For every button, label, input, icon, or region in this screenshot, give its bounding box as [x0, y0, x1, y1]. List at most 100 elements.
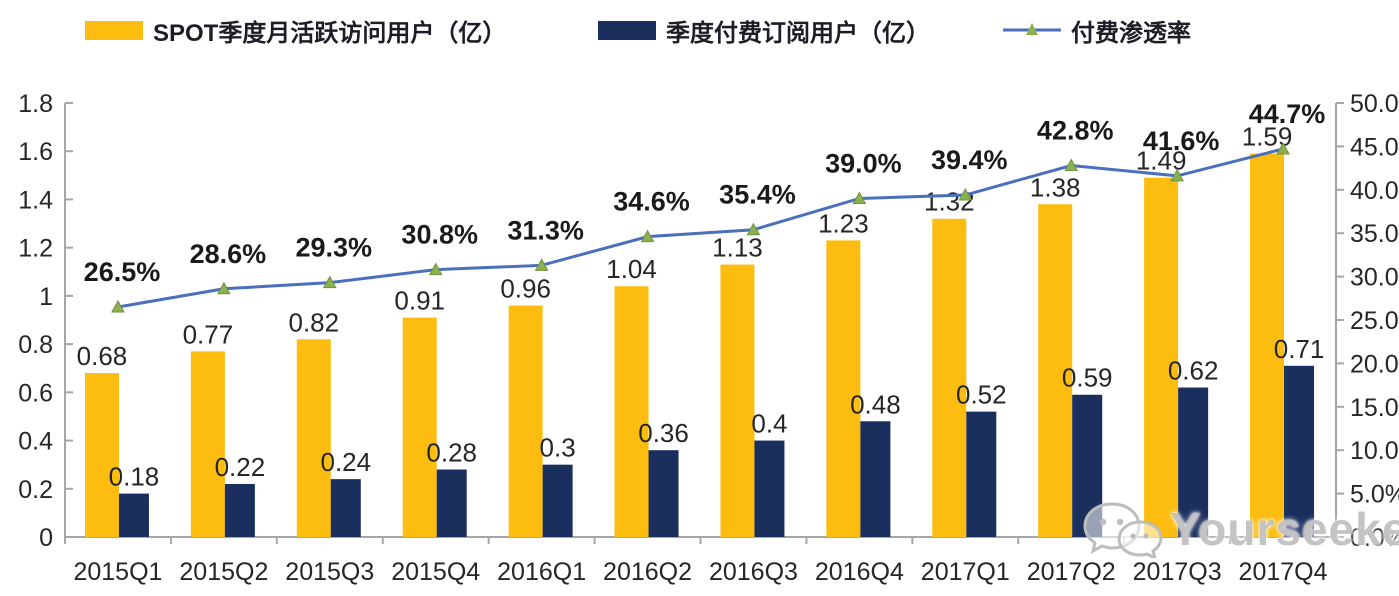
- penetration-marker-2017Q4: [1276, 141, 1290, 155]
- mau-value-label-2015Q2: 0.77: [183, 319, 234, 349]
- mau-value-label-2016Q2: 1.04: [606, 254, 657, 284]
- mau-value-label-2016Q4: 1.23: [818, 208, 869, 238]
- right-axis-tick-label: 25.0%: [1350, 307, 1399, 335]
- penetration-label-2016Q1: 31.3%: [507, 215, 584, 245]
- bar-mau-2016Q2: [614, 286, 649, 537]
- penetration-label-2015Q4: 30.8%: [401, 220, 478, 250]
- penetration-label-2016Q2: 34.6%: [613, 187, 690, 217]
- right-axis-tick-label: 5.0%: [1350, 481, 1399, 509]
- penetration-label-2015Q3: 29.3%: [296, 233, 373, 263]
- bar-subscribers-2015Q1: [118, 493, 149, 537]
- legend-item-mau: SPOT季度月活跃访问用户（亿）: [85, 16, 506, 47]
- left-axis-tick-label: 1.4: [18, 186, 53, 214]
- penetration-marker-2015Q1: [111, 299, 125, 313]
- bar-mau-2016Q4: [826, 240, 861, 537]
- left-axis-tick-label: 0.8: [18, 331, 53, 359]
- right-axis-tick-label: 40.0%: [1350, 177, 1399, 205]
- penetration-marker-2016Q2: [640, 229, 655, 243]
- bar-subscribers-2016Q2: [648, 450, 679, 537]
- left-axis-tick-label: 0.2: [18, 476, 53, 504]
- mau-value-label-2016Q3: 1.13: [712, 233, 763, 263]
- left-axis-tick-label: 1.8: [18, 90, 53, 118]
- mau-legend-swatch: [85, 20, 143, 40]
- penetration-label-2016Q4: 39.0%: [825, 148, 902, 178]
- mau-value-label-2016Q1: 0.96: [500, 274, 551, 304]
- x-axis-label: 2015Q2: [179, 558, 268, 586]
- penetration-marker-2015Q4: [428, 262, 443, 276]
- right-axis-tick-label: 10.0%: [1350, 437, 1399, 465]
- subscribers-value-label-2017Q2: 0.59: [1062, 363, 1113, 393]
- line-marker-icon: [1003, 23, 1061, 35]
- penetration-marker-2016Q3: [746, 222, 761, 236]
- bar-mau-2017Q3: [1144, 177, 1179, 537]
- right-axis-tick-label: 20.0%: [1350, 350, 1399, 378]
- right-axis-tick-label: 15.0%: [1350, 394, 1399, 422]
- right-axis-tick-label: 30.0%: [1350, 264, 1399, 292]
- x-axis-label: 2016Q2: [603, 558, 692, 586]
- x-axis-label: 2016Q4: [815, 558, 904, 586]
- penetration-line: [117, 147, 1284, 309]
- bar-mau-2017Q2: [1038, 204, 1073, 537]
- subscribers-value-label-2015Q3: 0.24: [320, 447, 371, 477]
- penetration-label-2017Q1: 39.4%: [931, 145, 1008, 175]
- right-axis-tick-label: 0.0%: [1350, 524, 1399, 552]
- right-axis-tick-label: 50.0%: [1350, 90, 1399, 118]
- bar-subscribers-2017Q2: [1072, 394, 1103, 537]
- left-axis-tick-label: 0: [39, 524, 53, 552]
- subscribers-value-label-2016Q2: 0.36: [638, 418, 689, 448]
- bar-mau-2015Q4: [402, 317, 437, 537]
- bar-subscribers-2016Q1: [542, 464, 573, 537]
- bar-subscribers-2015Q4: [436, 469, 467, 537]
- penetration-marker-2016Q1: [534, 258, 549, 271]
- subscribers-legend-swatch: [598, 20, 656, 40]
- bar-subscribers-2015Q2: [224, 483, 255, 537]
- penetration-marker-2016Q4: [852, 191, 867, 204]
- bar-subscribers-2016Q4: [860, 421, 891, 537]
- penetration-marker-2015Q2: [217, 281, 231, 295]
- subscribers-value-label-2017Q4: 0.71: [1274, 334, 1325, 364]
- bar-mau-2017Q4: [1250, 153, 1285, 537]
- bar-subscribers-2017Q3: [1178, 387, 1209, 537]
- mau-legend-label: SPOT季度月活跃访问用户（亿）: [153, 19, 507, 47]
- mau-value-label-2017Q2: 1.38: [1030, 172, 1081, 202]
- bar-mau-2016Q1: [508, 305, 543, 537]
- subscribers-value-label-2015Q1: 0.18: [109, 462, 160, 492]
- legend-triangle-marker: [1026, 23, 1038, 35]
- bar-mau-2015Q2: [190, 351, 225, 537]
- penetration-label-2016Q3: 35.4%: [719, 180, 796, 210]
- subscribers-legend-label: 季度付费订阅用户（亿）: [666, 19, 930, 47]
- x-axis-label: 2017Q1: [921, 558, 1010, 586]
- x-axis-label: 2016Q3: [709, 558, 798, 586]
- bar-mau-2015Q1: [84, 373, 119, 537]
- penetration-label-2015Q1: 26.5%: [84, 257, 161, 287]
- x-axis-label: 2017Q4: [1239, 558, 1328, 586]
- penetration-label-2015Q2: 28.6%: [190, 239, 267, 269]
- penetration-marker-2015Q3: [322, 275, 337, 289]
- right-axis-tick-label: 45.0%: [1350, 133, 1399, 161]
- subscribers-value-label-2016Q1: 0.3: [540, 433, 576, 463]
- x-axis-label: 2016Q1: [497, 558, 586, 586]
- mau-value-label-2015Q4: 0.91: [394, 286, 445, 316]
- penetration-label-2017Q2: 42.8%: [1037, 115, 1114, 145]
- x-axis-label: 2015Q3: [285, 558, 374, 586]
- mau-value-label-2015Q3: 0.82: [288, 307, 339, 337]
- legend-item-penetration: 付费渗透率: [1003, 16, 1191, 47]
- penetration-label-2017Q4: 44.7%: [1249, 99, 1326, 129]
- bar-subscribers-2017Q1: [966, 411, 997, 537]
- penetration-marker-2017Q1: [958, 187, 973, 201]
- left-axis-tick-label: 1.2: [18, 235, 53, 263]
- subscribers-value-label-2015Q4: 0.28: [426, 437, 477, 467]
- subscribers-value-label-2017Q1: 0.52: [956, 380, 1007, 410]
- bar-subscribers-2015Q3: [330, 479, 361, 537]
- bar-mau-2017Q1: [932, 218, 967, 537]
- bar-subscribers-2017Q4: [1284, 365, 1315, 537]
- subscribers-value-label-2016Q4: 0.48: [850, 389, 901, 419]
- subscribers-value-label-2015Q2: 0.22: [215, 452, 266, 482]
- penetration-label-2017Q3: 41.6%: [1143, 126, 1220, 156]
- mau-value-label-2015Q1: 0.68: [77, 341, 128, 371]
- penetration-marker-2017Q2: [1064, 158, 1079, 171]
- bar-mau-2015Q3: [296, 339, 331, 537]
- bar-mau-2016Q3: [720, 264, 755, 537]
